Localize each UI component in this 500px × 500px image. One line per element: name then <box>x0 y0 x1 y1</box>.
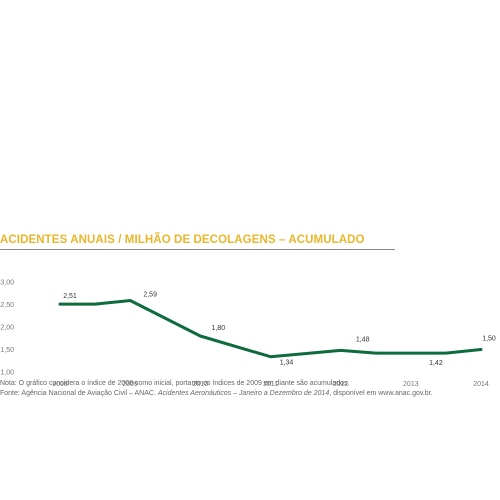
series-line <box>58 299 483 359</box>
y-tick-label: 2,00 <box>0 325 14 332</box>
y-tick-label: 3,00 <box>0 280 14 287</box>
source-suffix: , disponível em www.anac.gov.br. <box>329 390 433 397</box>
x-tick-label: 2011 <box>263 381 278 388</box>
source-text: Fonte: Agência Nacional de Aviação Civil… <box>0 389 500 399</box>
line-chart: 3,00 2,50 2,00 1,50 1,00 2008 2009 2010 2011 2012… <box>0 280 496 389</box>
x-tick-label: 2013 <box>403 381 419 388</box>
data-label: 1,80 <box>212 325 226 332</box>
data-label: 1,50 <box>482 336 496 343</box>
y-tick-label: 2,50 <box>0 302 14 309</box>
y-tick-label: 1,50 <box>0 347 14 354</box>
title-underline <box>0 249 395 250</box>
source-prefix: Fonte: Agência Nacional de Aviação Civil… <box>0 390 158 397</box>
note-text: Nota: O gráfico considera o índice de 20… <box>0 380 350 387</box>
y-tick-label: 1,00 <box>0 370 14 377</box>
x-tick-label: 2008 <box>52 381 68 388</box>
source-title: Acidentes Aeronáuticos – Janeiro a Dezem… <box>157 390 330 397</box>
data-label: 2,51 <box>63 293 77 300</box>
data-label: 2,59 <box>143 291 157 298</box>
data-label: 1,34 <box>280 360 294 367</box>
chart-title: ACIDENTES ANUAIS / MILHÃO DE DECOLAGENS … <box>0 234 365 246</box>
x-tick-label: 2014 <box>473 381 489 388</box>
data-label: 1,42 <box>429 360 443 367</box>
chart-notes: Nota: O gráfico considera o índice de 20… <box>0 379 500 399</box>
x-tick-label: 2009 <box>122 381 138 388</box>
x-tick-label: 2010 <box>193 381 209 388</box>
data-label: 1,48 <box>356 336 370 343</box>
x-tick-label: 2012 <box>333 381 349 388</box>
